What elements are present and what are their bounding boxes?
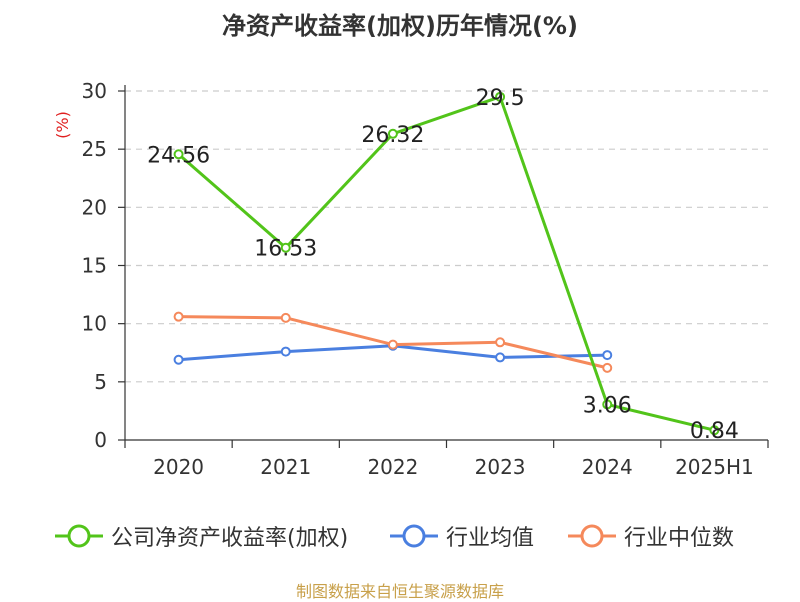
x-tick-label: 2023 <box>475 455 526 479</box>
data-label: 16.53 <box>254 237 317 262</box>
data-point-1 <box>173 354 184 365</box>
data-point-2 <box>602 362 613 373</box>
x-tick-label: 2021 <box>260 455 311 479</box>
chart-title: 净资产收益率(加权)历年情况(%) <box>222 12 578 40</box>
legend-label-industry-mean: 行业均值 <box>446 526 535 551</box>
legend-swatch-industry-median <box>568 524 616 548</box>
data-point-1 <box>280 346 291 357</box>
legend-label-company-roe: 公司净资产收益率(加权) <box>111 526 349 551</box>
data-point-0 <box>387 128 398 139</box>
data-point-2 <box>280 312 291 323</box>
y-tick-label: 20 <box>82 195 107 219</box>
data-label: 24.56 <box>147 143 210 168</box>
data-point-1 <box>602 350 613 361</box>
y-tick-label: 15 <box>82 254 107 278</box>
data-point-0 <box>495 91 506 102</box>
data-label: 29.5 <box>476 86 525 111</box>
series-line-0 <box>177 95 715 432</box>
data-point-2 <box>173 311 184 322</box>
data-label: 3.06 <box>583 393 632 418</box>
x-tick-label: 2020 <box>153 455 204 479</box>
y-tick-label: 30 <box>82 79 107 103</box>
legend-swatch-company-roe <box>55 524 103 548</box>
source-note: 制图数据来自恒生聚源数据库 <box>295 582 504 601</box>
x-tick-label: 2022 <box>367 455 418 479</box>
legend-label-industry-median: 行业中位数 <box>624 526 735 551</box>
y-tick-label: 0 <box>94 428 107 452</box>
legend-item-industry-median[interactable]: 行业中位数 <box>568 518 734 554</box>
y-tick-label: 10 <box>82 312 107 336</box>
x-tick-label: 2024 <box>582 455 633 479</box>
legend-swatch-industry-mean <box>390 524 438 548</box>
data-point-1 <box>495 352 506 363</box>
data-point-2 <box>495 337 506 348</box>
data-point-0 <box>602 399 613 410</box>
data-point-2 <box>387 339 398 350</box>
y-axis-label: (%) <box>53 111 72 139</box>
legend-item-company-roe[interactable]: 公司净资产收益率(加权) <box>55 518 348 554</box>
legend-item-industry-mean[interactable]: 行业均值 <box>390 518 534 554</box>
data-point-0 <box>173 149 184 160</box>
data-point-0 <box>709 425 720 436</box>
data-label: 0.84 <box>690 419 739 444</box>
legend: 公司净资产收益率(加权) 行业均值 行业中位数 <box>0 518 800 558</box>
y-tick-label: 25 <box>82 137 107 161</box>
x-tick-label: 2025H1 <box>675 455 754 479</box>
data-label: 26.32 <box>361 123 424 148</box>
y-tick-label: 5 <box>94 370 107 394</box>
data-point-0 <box>280 242 291 253</box>
